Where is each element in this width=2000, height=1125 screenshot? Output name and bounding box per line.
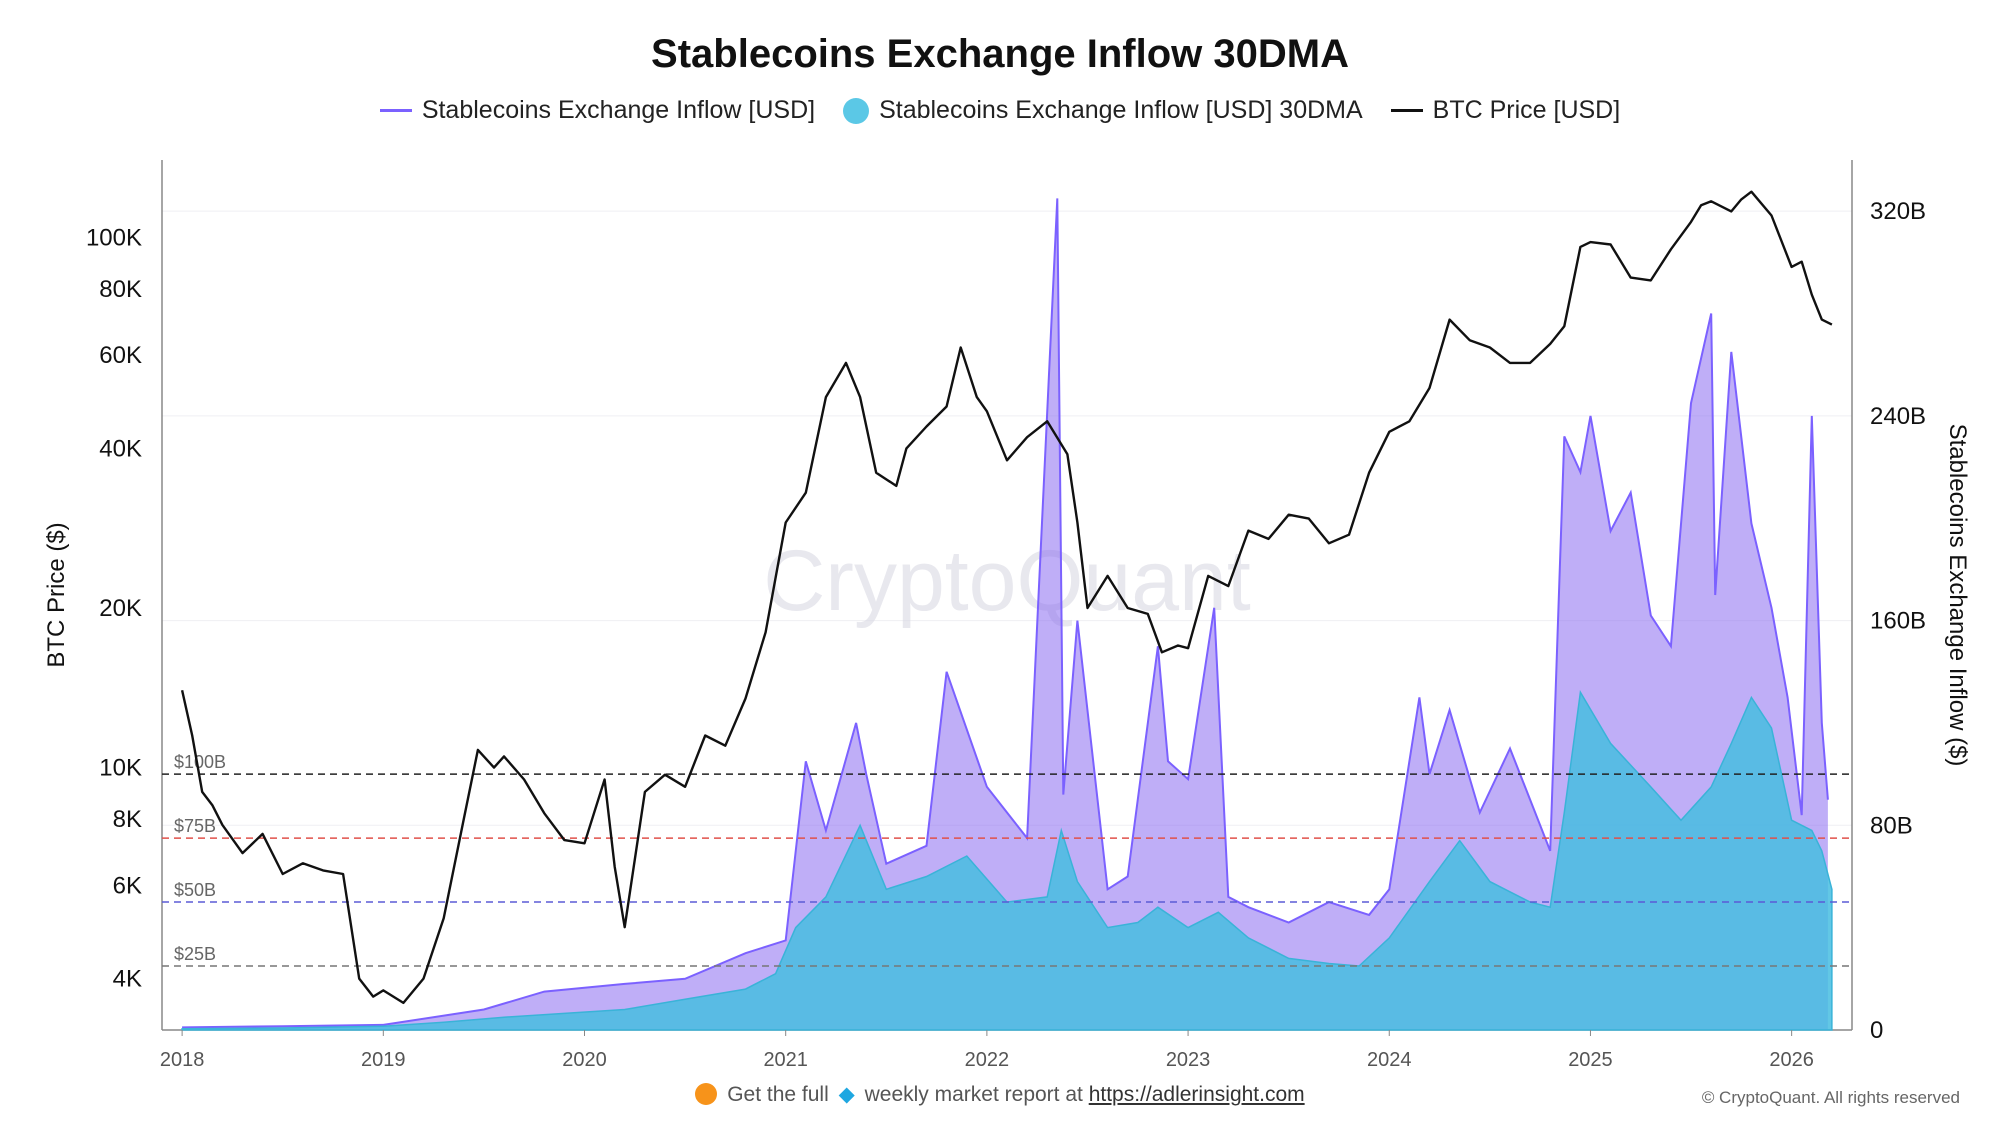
- watermark: CryptoQuant: [763, 533, 1251, 629]
- legend-swatch-btc-price: [1390, 109, 1423, 112]
- y-left-tick-label-3: 10K: [99, 755, 142, 782]
- legend-item-inflow-30dma[interactable]: Stablecoins Exchange Inflow [USD] 30DMA: [843, 96, 1363, 125]
- x-tick-label-5: 2023: [1166, 1049, 1211, 1071]
- y-left-tick-label-0: 4K: [113, 966, 142, 993]
- copyright: © CryptoQuant. All rights reserved: [1701, 1088, 1960, 1107]
- reference-label-0: $100B: [174, 752, 226, 772]
- x-tick-label-0: 2018: [160, 1049, 205, 1071]
- y-left-tick-label-1: 6K: [113, 872, 142, 899]
- y-left-tick-label-6: 60K: [99, 342, 142, 369]
- legend-item-inflow[interactable]: Stablecoins Exchange Inflow [USD]: [379, 96, 816, 125]
- x-tick-label-6: 2024: [1367, 1049, 1412, 1071]
- series-inflow-line: [182, 198, 1829, 1029]
- x-tick-label-4: 2022: [965, 1049, 1010, 1071]
- y-left-tick-label-4: 20K: [99, 595, 142, 622]
- series-btc-price-line: [180, 190, 1833, 1005]
- legend-item-btc-price[interactable]: BTC Price [USD]: [1390, 96, 1621, 125]
- reference-label-3: $25B: [174, 944, 216, 964]
- x-tick-label-1: 2019: [361, 1049, 406, 1071]
- y-right-tick-label-3: 240B: [1870, 403, 1926, 430]
- x-tick-label-8: 2026: [1769, 1049, 1814, 1071]
- y-right-axis-title: Stablecoins Exchange Inflow ($): [1944, 424, 1971, 767]
- legend-swatch-inflow: [379, 109, 412, 112]
- chart-title: Stablecoins Exchange Inflow 30DMA: [651, 32, 1349, 76]
- y-right-tick-label-1: 80B: [1870, 812, 1913, 839]
- y-left-tick-label-2: 8K: [113, 806, 142, 833]
- series-inflow-area: [182, 198, 1828, 1030]
- y-left-tick-label-8: 100K: [86, 224, 142, 251]
- legend-label-btc-price: BTC Price [USD]: [1432, 96, 1621, 124]
- footer-middle: weekly market report at: [864, 1083, 1083, 1106]
- series-inflow-30dma-area: [181, 689, 1833, 1031]
- x-tick-label-3: 2021: [763, 1049, 808, 1071]
- legend-label-inflow: Stablecoins Exchange Inflow [USD]: [421, 96, 816, 124]
- reference-label-1: $75B: [174, 816, 216, 836]
- y-right-tick-label-0: 0: [1870, 1017, 1883, 1044]
- footer-link[interactable]: https://adlerinsight.com: [1088, 1083, 1305, 1106]
- gem-icon: ◆: [838, 1083, 855, 1106]
- y-left-tick-label-7: 80K: [99, 276, 142, 303]
- y-right-tick-label-4: 320B: [1870, 198, 1926, 225]
- y-left-axis-title: BTC Price ($): [43, 522, 70, 667]
- y-left-tick-label-5: 40K: [99, 435, 142, 462]
- legend-swatch-inflow-30dma: [843, 97, 870, 124]
- footer: Get the full ◆ weekly market report at h…: [0, 1082, 2000, 1107]
- chart-legend: Stablecoins Exchange Inflow [USD] Stable…: [0, 96, 2000, 125]
- footer-prefix: Get the full: [727, 1083, 829, 1106]
- x-tick-label-7: 2025: [1568, 1049, 1613, 1071]
- coin-icon: [695, 1083, 718, 1105]
- reference-label-2: $50B: [174, 880, 216, 900]
- x-tick-label-2: 2020: [562, 1049, 607, 1071]
- y-right-tick-label-2: 160B: [1870, 608, 1926, 635]
- legend-label-inflow-30dma: Stablecoins Exchange Inflow [USD] 30DMA: [879, 96, 1363, 124]
